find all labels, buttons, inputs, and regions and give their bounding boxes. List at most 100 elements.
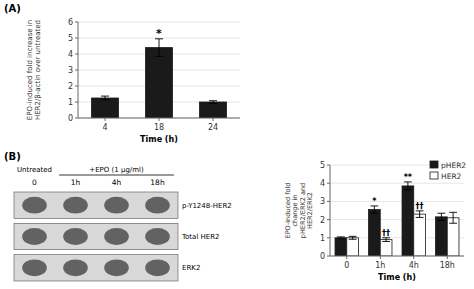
y-tick-label: 5 [320, 161, 325, 170]
significance-label: * [156, 27, 162, 40]
bar [369, 210, 381, 256]
y-tick-label: 0 [320, 252, 325, 261]
x-tick [447, 256, 448, 259]
bar-chart: 0123456*41824Time (h)EPO-induced fold in… [4, 3, 240, 144]
x-tick [346, 256, 347, 259]
band [22, 228, 47, 245]
x-axis-label: Time (h) [140, 135, 178, 144]
y-axis-label: EPO-induced foldchange inpHER2/ERK2 andH… [284, 183, 314, 239]
bar [414, 214, 426, 256]
x-tick-label: 18h [440, 261, 455, 270]
band [63, 259, 88, 276]
bar [146, 48, 173, 118]
bar-chart: 012345***††††01h4h18hTime (h)EPO-induced… [284, 161, 467, 283]
panel-label: (B) [4, 151, 21, 162]
y-axis [78, 22, 79, 118]
plot-area [335, 182, 459, 256]
x-tick-label: 4h [409, 261, 419, 270]
band [63, 228, 88, 245]
plot-area [92, 39, 227, 118]
legend-label: pHER2 [441, 161, 466, 170]
grid-line [78, 22, 240, 23]
lane-label: 1h [71, 178, 81, 187]
band [104, 197, 129, 214]
y-tick-label: 1 [320, 234, 325, 243]
legend-swatch [430, 172, 438, 179]
y-tick-label: 4 [68, 50, 73, 59]
error-bar [349, 236, 357, 239]
error-bar [101, 96, 109, 100]
y-tick-label: 4 [320, 179, 325, 188]
annotations: * [156, 27, 162, 40]
significance-label: †† [416, 202, 424, 211]
x-tick-label: 0 [344, 261, 349, 270]
y-axis [330, 165, 331, 256]
y-tick-label: 1 [68, 98, 73, 107]
bar [92, 98, 119, 118]
x-axis-label: Time (h) [378, 273, 416, 282]
y-axis-label: EPO-induced fold increase inHER2/β-actin… [26, 20, 42, 120]
grid-line [330, 201, 464, 202]
band [22, 259, 47, 276]
error-bar [155, 39, 163, 57]
x-tick [105, 118, 106, 121]
x-tick-label: 4 [102, 123, 107, 132]
band [104, 259, 129, 276]
group-label: +EPO (1 μg/ml) [89, 166, 144, 174]
x-tick [159, 118, 160, 121]
legend: pHER2 HER2 [430, 161, 466, 181]
band [145, 197, 170, 214]
y-tick-label: 3 [320, 197, 325, 206]
blot-strip [14, 192, 178, 218]
bar [436, 217, 448, 256]
row-label: Total HER2 [181, 233, 220, 241]
grid-line [330, 183, 464, 184]
blot-strip [14, 255, 178, 281]
significance-label: †† [382, 229, 390, 238]
y-axis-label-line: HER2/β-actin over untreated [34, 20, 42, 120]
significance-label: ** [404, 173, 413, 182]
legend-swatch [430, 161, 438, 168]
band [145, 228, 170, 245]
bar [200, 102, 227, 118]
lane-label: 18h [150, 178, 165, 187]
band [145, 259, 170, 276]
x-tick [380, 256, 381, 259]
y-tick-label: 0 [68, 114, 73, 123]
y-tick-label: 3 [68, 66, 73, 75]
x-tick-label: 1h [375, 261, 385, 270]
x-axis [330, 256, 464, 257]
y-axis-label-line: EPO-induced fold increase in [26, 20, 34, 120]
x-tick [213, 118, 214, 121]
error-bar [416, 211, 424, 218]
error-bar [209, 101, 217, 104]
error-bar [382, 238, 390, 242]
band [104, 228, 129, 245]
blot: (B)Untreated+EPO (1 μg/ml)01h4h18hp-Y124… [4, 151, 232, 281]
lane-label: 4h [112, 178, 122, 187]
x-tick-label: 18 [154, 123, 164, 132]
figure: 0 1 2 3 4 5 6 * 4 18 2 4 Time (h) EPO-induced fold in… [0, 0, 474, 289]
band [22, 197, 47, 214]
row-label: ERK2 [182, 264, 200, 272]
bar [335, 238, 347, 256]
y-tick-label: 2 [320, 216, 325, 225]
y-tick-label: 6 [68, 18, 73, 27]
error-bar [404, 182, 412, 190]
bar [380, 240, 392, 256]
error-bar [337, 237, 345, 239]
group-line [59, 175, 174, 176]
error-bar [449, 212, 457, 223]
significance-label: * [372, 197, 377, 206]
bar [347, 238, 359, 256]
y-axis-label-line: HER2/ERK2 [306, 192, 314, 229]
y-tick-label: 2 [68, 82, 73, 91]
annotations: ***†††† [372, 173, 423, 238]
panel-label: (A) [4, 3, 21, 14]
band [63, 197, 88, 214]
row-label: p-Y1248-HER2 [182, 202, 232, 210]
error-bar [437, 213, 445, 220]
legend-label: HER2 [441, 172, 462, 181]
x-tick [413, 256, 414, 259]
y-tick-label: 5 [68, 34, 73, 43]
